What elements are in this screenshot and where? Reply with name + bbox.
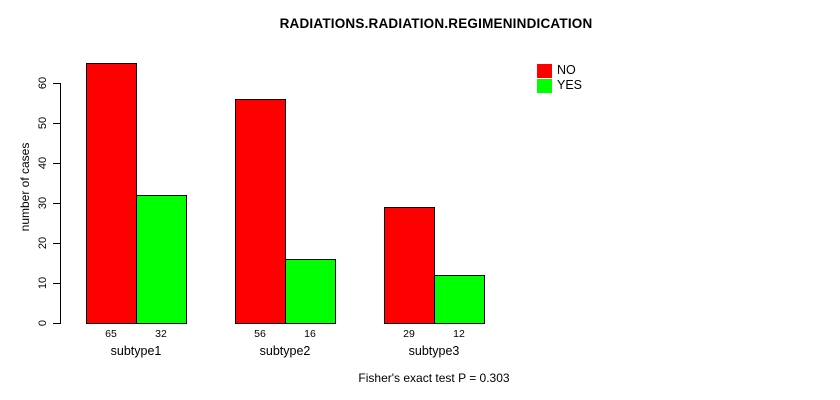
annotation-text: Fisher's exact test P = 0.303 (358, 371, 510, 385)
legend: NO YES (537, 63, 582, 93)
chart-title: RADIATIONS.RADIATION.REGIMENINDICATION (279, 16, 593, 31)
x-category-label: subtype2 (259, 344, 311, 358)
legend-label: YES (557, 78, 583, 92)
legend-item-yes: YES (537, 78, 582, 93)
x-category-label: subtype1 (110, 344, 162, 358)
bar-yes-subtype2 (285, 259, 336, 324)
y-tick (53, 283, 60, 284)
y-tick-label-text: 40 (37, 156, 49, 170)
y-axis-line (60, 83, 61, 324)
y-tick-label-text: 50 (37, 116, 49, 130)
bar-value-label: 16 (304, 328, 316, 340)
legend-swatch-yes (537, 78, 552, 93)
x-category-label: subtype3 (408, 344, 460, 358)
bar-value-label: 12 (453, 328, 465, 340)
bar-value-label: 29 (403, 328, 415, 340)
legend-item-no: NO (537, 63, 582, 78)
y-tick (53, 243, 60, 244)
y-tick (53, 203, 60, 204)
bar-value-label: 32 (155, 328, 167, 340)
y-tick-label-text: 30 (37, 196, 49, 210)
bar-value-label: 56 (254, 328, 266, 340)
y-tick-label-text: 20 (37, 236, 49, 250)
y-tick (53, 123, 60, 124)
y-tick (53, 83, 60, 84)
y-axis-label-text: number of cases (18, 142, 32, 232)
bar-value-label: 65 (105, 328, 117, 340)
bar-yes-subtype3 (434, 275, 485, 324)
y-tick (53, 163, 60, 164)
bar-no-subtype1 (86, 63, 137, 324)
bar-yes-subtype1 (136, 195, 187, 324)
y-tick-label-text: 60 (37, 76, 49, 90)
y-tick (53, 323, 60, 324)
y-tick-label-text: 0 (37, 319, 49, 327)
legend-swatch-no (537, 63, 552, 78)
bar-no-subtype2 (235, 99, 286, 324)
y-tick-label-text: 10 (37, 276, 49, 290)
legend-label: NO (557, 63, 576, 77)
bar-no-subtype3 (384, 207, 435, 324)
